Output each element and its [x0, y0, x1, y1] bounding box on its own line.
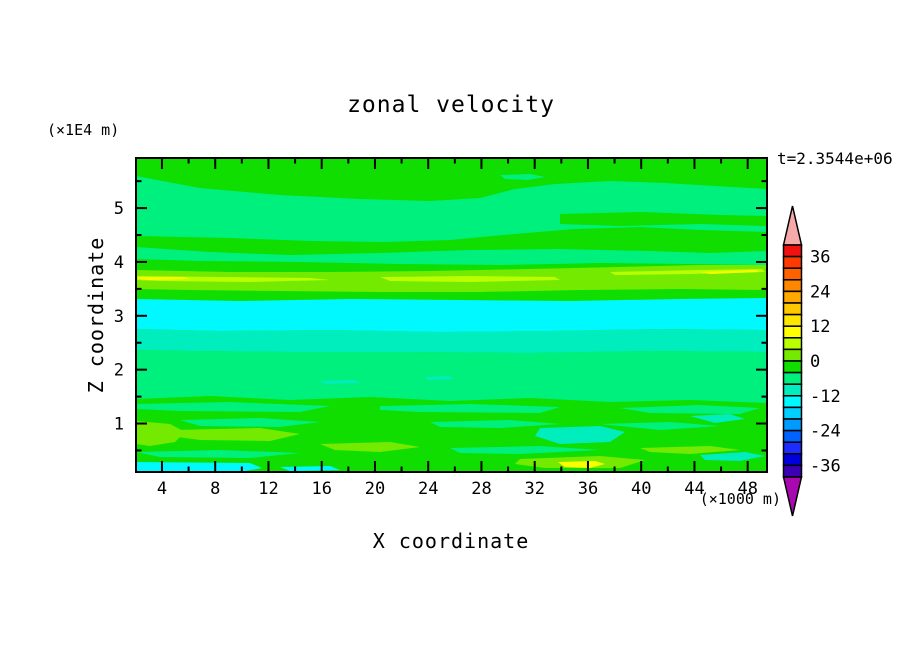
x-tick-label: 8	[210, 479, 220, 499]
colorbar-tick-label: -24	[810, 422, 841, 442]
colorbar-segment	[782, 302, 803, 316]
colorbar-tick-label: -12	[810, 387, 841, 407]
colorbar-segment	[782, 244, 803, 258]
contour-region-chartreuse-wedge-left	[136, 421, 185, 446]
colorbar-segment	[782, 255, 803, 269]
x-tick-label: 4	[157, 479, 167, 499]
colorbar-tick-label: 0	[810, 352, 820, 372]
x-tick-label: 20	[365, 479, 385, 499]
contour-region-yellowgreen-streak-right	[610, 269, 765, 275]
colorbar-segment	[782, 406, 803, 420]
y-tick-labels: 1 2 3 4 5	[114, 199, 124, 434]
y-axis-unit-label: (×1E4 m)	[47, 121, 119, 139]
colorbar-segment	[782, 383, 803, 397]
contour-region-cyan-band	[136, 298, 767, 332]
colorbar-segment	[782, 418, 803, 432]
x-tick-label: 12	[258, 479, 278, 499]
colorbar-segment	[782, 290, 803, 304]
contour-region-turquoise-speck-1	[320, 380, 360, 384]
contour-region-turquoise-speck-2	[425, 376, 453, 380]
contour-region-springgreen-patch-1	[136, 402, 330, 412]
y-tick-label: 2	[114, 361, 124, 381]
contour-region-springgreen-patch-4	[180, 418, 320, 427]
chart-title: zonal velocity	[347, 92, 555, 118]
contour-region-yellow-streak-right	[700, 270, 760, 274]
colorbar-segment	[782, 348, 803, 362]
colorbar-over-arrow	[782, 205, 803, 246]
x-tick-label: 16	[311, 479, 331, 499]
x-tick-label: 44	[684, 479, 704, 499]
colorbar-segment	[782, 360, 803, 374]
colorbar-labels: 36 24 12 0 -12 -24 -36	[810, 248, 841, 477]
contour-region-turquoise-patch-small	[690, 414, 745, 423]
x-tick-label: 40	[631, 479, 651, 499]
colorbar-segment	[782, 267, 803, 281]
axis-ticks	[136, 158, 767, 472]
contour-region-yellowgreen-streak-mid	[380, 276, 560, 282]
colorbar-tick-label: 36	[810, 248, 830, 268]
y-tick-label: 4	[114, 253, 124, 273]
x-tick-label: 24	[418, 479, 438, 499]
x-tick-labels: 4 8 12 16 20 24 28 32 36 40 44 48	[157, 479, 758, 499]
colorbar-segment	[782, 429, 803, 443]
contour-region-green-island-upper-right	[560, 212, 767, 226]
colorbar-segment	[782, 325, 803, 339]
x-axis-unit-label: (×1000 m)	[700, 490, 781, 508]
colorbar-tick-label: 12	[810, 317, 830, 337]
x-tick-label: 48	[737, 479, 757, 499]
colorbar-under-arrow	[782, 476, 803, 517]
x-axis-title: X coordinate	[373, 529, 530, 553]
time-annotation: t=2.3544e+06	[777, 149, 893, 168]
contour-region-chartreuse-patch-left	[170, 428, 300, 441]
y-tick-label: 5	[114, 199, 124, 219]
colorbar-tick-label: 24	[810, 282, 830, 302]
contour-region-lower-springgreen-band	[136, 350, 767, 403]
contour-region-chartreuse-streak-right	[640, 446, 740, 454]
x-tick-label: 28	[471, 479, 491, 499]
contour-field	[136, 158, 767, 472]
contour-region-turquoise-patch-right	[535, 426, 625, 444]
y-axis-title: Z coordinate	[84, 237, 108, 394]
colorbar-segment	[782, 279, 803, 293]
colorbar-segment	[782, 464, 803, 478]
contour-region-springgreen-patch-8	[450, 446, 600, 454]
y-tick-label: 3	[114, 307, 124, 327]
colorbar-segment	[782, 371, 803, 385]
colorbar-segment	[782, 337, 803, 351]
contour-region-thin-springgreen-band	[136, 247, 767, 265]
contour-region-springgreen-patch-3	[620, 405, 760, 414]
contour-region-turquoise-patch-corner	[700, 452, 765, 461]
colorbar-segment	[782, 453, 803, 467]
x-tick-label: 32	[524, 479, 544, 499]
contour-region-turquoise-band	[136, 329, 767, 353]
contour-region-springgreen-patch-7	[136, 450, 300, 458]
contour-region-yellow-spot-bottom	[558, 461, 605, 468]
colorbar-segment	[782, 395, 803, 409]
colorbar-segment	[782, 441, 803, 455]
colorbar	[782, 205, 803, 517]
contour-region-yellow-streak-left	[138, 277, 190, 280]
colorbar-tick-label: -36	[810, 456, 841, 476]
contour-region-springgreen-patch-6	[600, 422, 720, 430]
x-tick-label: 36	[578, 479, 598, 499]
contour-region-springgreen-patch-5	[430, 420, 560, 428]
contour-region-springgreen-patch-2	[380, 404, 560, 413]
colorbar-segment	[782, 313, 803, 327]
contour-region-cyan-strip-bottomleft	[136, 462, 262, 472]
y-tick-label: 1	[114, 415, 124, 435]
contour-region-chartreuse-patch-mid	[320, 442, 420, 452]
contour-region-springgreen-speck-top	[500, 174, 545, 180]
